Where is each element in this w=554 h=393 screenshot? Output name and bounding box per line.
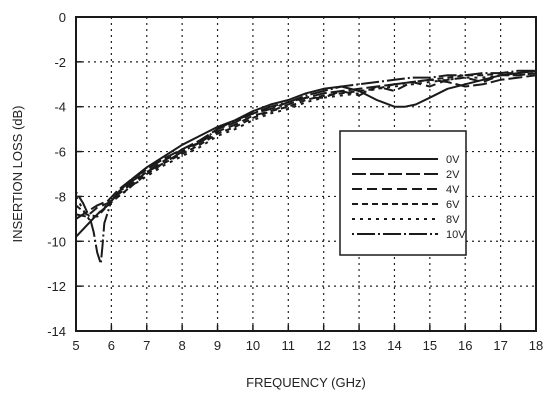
x-tick-label: 9 [214,338,221,353]
y-tick-label: -8 [54,189,66,204]
y-tick-label: -10 [47,234,66,249]
x-tick-label: 14 [387,338,401,353]
x-tick-label: 5 [72,338,79,353]
x-tick-label: 10 [246,338,260,353]
legend-label: 0V [446,154,460,166]
x-tick-label: 12 [316,338,330,353]
x-tick-label: 11 [282,338,296,353]
legend-label: 4V [446,184,460,196]
legend: 0V 2V 4V 6V 8V 10V [339,130,467,256]
x-tick-label: 18 [529,338,543,353]
series-line-4v [75,72,537,218]
y-tick-label: -6 [54,145,66,160]
x-tick-label: 17 [493,338,507,353]
y-tick-label: -14 [47,324,66,339]
x-tick-label: 15 [423,338,437,353]
legend-label: 8V [446,214,460,226]
legend-label: 10V [446,229,466,241]
axis-ticks: 5 6 7 8 9 10 11 12 13 14 15 16 17 18 0 -2 -4 -6 -8 -10 -12 -1… [47,10,543,353]
series-lines [75,69,537,265]
y-tick-label: -12 [47,279,66,294]
x-tick-label: 7 [143,338,150,353]
y-tick-label: 0 [59,10,66,25]
x-tick-label: 8 [179,338,186,353]
plot-frame [75,16,537,332]
legend-label: 2V [446,169,460,181]
y-tick-label: -4 [54,100,66,115]
y-axis-title: INSERTION LOSS (dB) [10,105,25,242]
x-tick-label: 16 [458,338,472,353]
x-axis-title: FREQUENCY (GHz) [246,375,366,390]
x-tick-label: 6 [108,338,115,353]
legend-label: 6V [446,199,460,211]
series-line-10v [75,69,536,265]
y-tick-label: -2 [54,55,66,70]
x-tick-label: 13 [352,338,366,353]
